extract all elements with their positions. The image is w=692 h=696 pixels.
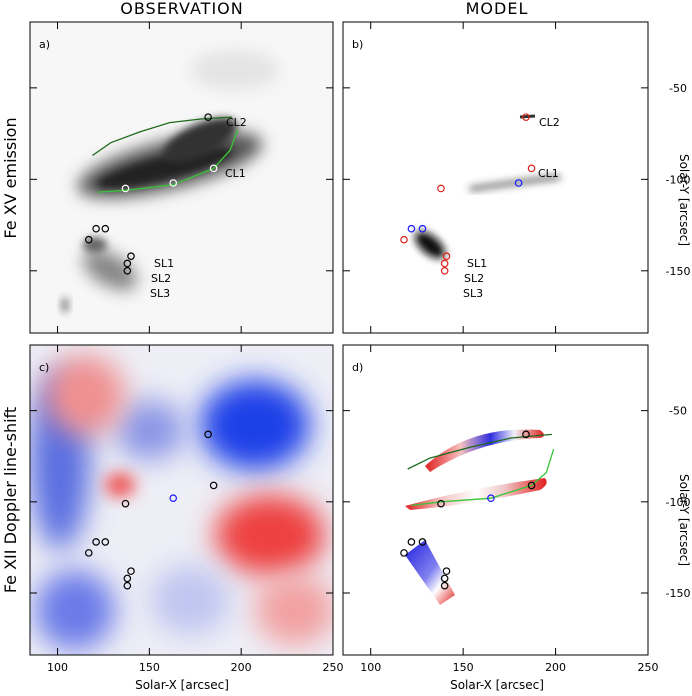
x-tick-label: 150 [453, 661, 474, 674]
footpoint-marker [84, 235, 93, 244]
footpoint-marker [514, 179, 523, 187]
x-tick-label: 200 [231, 661, 252, 674]
y-tick-label: -50 [669, 405, 687, 418]
panel-frame [342, 344, 649, 656]
footpoint-marker [169, 179, 178, 187]
y-tick-label: -150 [666, 265, 691, 278]
panel: 100 150 200 250 c) [29, 344, 344, 674]
footpoint-marker [437, 499, 445, 508]
footpoint-marker [123, 574, 132, 583]
footpoint-marker [169, 494, 178, 502]
footpoint-marker [123, 266, 132, 275]
footpoint-marker [84, 549, 93, 557]
panel: 100 150 200 250 -50 -100 -150 d) [342, 344, 691, 674]
y-tick-label: -100 [666, 173, 691, 186]
annotation: SL2 [464, 272, 484, 285]
annotation: CL1 [225, 167, 246, 180]
y-tick-label: -150 [666, 587, 691, 600]
footpoint-marker [209, 481, 218, 490]
footpoint-marker [407, 538, 416, 546]
footpoint-marker [127, 252, 135, 260]
annotation: CL2 [539, 116, 560, 129]
footpoint-marker [121, 184, 130, 193]
footpoint-marker [407, 224, 416, 233]
panel: -50 -100 -150 CL2 CL1 SL1 SL2 SL3 b) [342, 21, 691, 334]
y-tick-label: -50 [669, 82, 687, 95]
footpoint-marker [440, 266, 449, 275]
column-title: MODEL [466, 0, 529, 18]
x-tick-label: 200 [545, 661, 566, 674]
x-tick-label: 150 [139, 661, 160, 674]
model-emission-image [343, 22, 648, 333]
y-tick-label: -100 [666, 496, 691, 509]
panel: CL2 CL1 SL1 SL2 SL3 a) [29, 21, 334, 334]
emission-image [30, 22, 333, 333]
x-axis-label: Solar-X [arcsec] [135, 678, 229, 692]
panel-frame [29, 344, 334, 656]
footpoint-marker [400, 235, 408, 244]
doppler-image [30, 345, 333, 655]
x-tick-label: 250 [323, 661, 344, 674]
row-label: Fe XV emission [1, 117, 20, 238]
footpoint-marker [527, 164, 536, 173]
loop-line [92, 116, 233, 157]
footpoint-marker [123, 581, 132, 590]
annotation: SL1 [154, 257, 174, 270]
footpoint-marker [92, 538, 100, 546]
footpoint-marker [522, 430, 530, 439]
panel-label: a) [39, 38, 50, 51]
annotation: SL1 [467, 257, 487, 270]
footpoint-marker [101, 224, 110, 233]
column-title: OBSERVATION [120, 0, 243, 18]
annotation: SL3 [463, 287, 483, 300]
x-tick-label: 100 [47, 661, 68, 674]
x-axis-label: Solar-X [arcsec] [450, 678, 544, 692]
loop-line [411, 448, 555, 507]
footpoint-marker [440, 259, 449, 268]
footpoint-marker [418, 538, 427, 546]
footpoint-marker [101, 538, 110, 546]
footpoint-marker [440, 574, 449, 583]
footpoint-marker [92, 224, 100, 233]
annotation: SL2 [151, 272, 171, 285]
footpoint-marker [400, 549, 408, 557]
footpoint-marker [527, 481, 536, 490]
panel-label: d) [352, 361, 363, 374]
x-tick-label: 100 [360, 661, 381, 674]
panel-label: b) [352, 38, 363, 51]
panel-frame [342, 21, 649, 334]
footpoint-marker [209, 164, 218, 173]
footpoint-marker [121, 499, 130, 508]
footpoint-marker [127, 567, 135, 575]
footpoint-marker [440, 581, 449, 590]
row-label: Fe XII Doppler line-shift [1, 407, 20, 593]
annotation: CL2 [226, 116, 247, 129]
footpoint-marker [442, 252, 451, 260]
footpoint-marker [487, 494, 495, 502]
annotation: CL1 [538, 167, 559, 180]
footpoint-marker [204, 113, 212, 121]
model-doppler-image [343, 345, 648, 655]
footpoint-marker [123, 259, 132, 268]
annotation: SL3 [150, 287, 170, 300]
y-axis-label: Solar-Y [arcsec] [677, 474, 691, 566]
footpoint-marker [204, 430, 212, 439]
footpoint-marker [442, 567, 451, 575]
footpoint-marker [418, 224, 427, 233]
footpoint-marker [522, 113, 530, 121]
panel-frame [29, 21, 334, 334]
panel-label: c) [39, 361, 49, 374]
footpoint-marker [437, 184, 445, 193]
x-tick-label: 250 [638, 661, 659, 674]
loop-line [97, 129, 239, 193]
y-axis-label: Solar-Y [arcsec] [677, 154, 691, 246]
